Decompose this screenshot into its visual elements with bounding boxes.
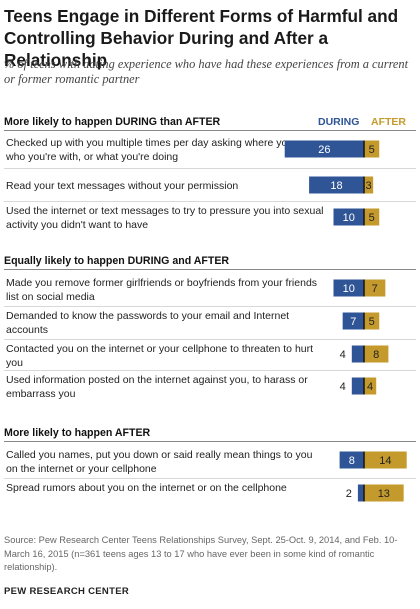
- source-note: Source: Pew Research Center Teens Relati…: [4, 535, 398, 572]
- section-divider: [4, 441, 416, 442]
- section-heading-equal: Equally likely to happen DURING and AFTE…: [4, 255, 230, 267]
- row-label-checked-up: Checked up with you multiple times per d…: [6, 137, 315, 163]
- value-label-after-pressure-sexual: 5: [369, 212, 375, 224]
- row-label-harass: Used information posted on the internet …: [6, 374, 308, 400]
- section-heading-after: More likely to happen AFTER: [4, 427, 151, 439]
- row-label-remove-friends: Made you remove former girlfriends or bo…: [6, 277, 318, 303]
- row-label-threaten: Contacted you on the internet or your ce…: [6, 343, 314, 369]
- bar-during-passwords: [342, 312, 364, 330]
- row-label-passwords: Demanded to know the passwords to your e…: [6, 310, 290, 336]
- value-label-during-remove-friends: 10: [343, 283, 355, 295]
- row-label-read-texts: Read your text messages without your per…: [6, 180, 239, 192]
- row-divider: [4, 478, 416, 479]
- value-label-during-spread-rumors: 2: [346, 488, 352, 500]
- section-divider: [4, 269, 416, 270]
- bar-during-harass: [351, 377, 364, 395]
- row-divider: [4, 370, 416, 371]
- row-divider: [4, 306, 416, 307]
- row-divider: [4, 168, 416, 169]
- bar-after-threaten: [364, 345, 389, 363]
- brand-footer: PEW RESEARCH CENTER: [4, 586, 129, 597]
- chart-subtitle: % of teens with dating experience who ha…: [4, 57, 409, 86]
- value-label-after-called-names: 14: [379, 455, 391, 467]
- column-header-after: AFTER: [371, 116, 406, 128]
- bar-during-checked-up: [284, 140, 364, 158]
- value-label-during-harass: 4: [340, 381, 346, 393]
- bar-during-spread-rumors: [357, 484, 364, 502]
- section-divider: [4, 130, 416, 131]
- row-label-pressure-sexual: Used the internet or text messages to tr…: [6, 205, 324, 231]
- bar-after-harass: [364, 377, 377, 395]
- value-label-during-threaten: 4: [340, 349, 346, 361]
- row-label-called-names: Called you names, put you down or said r…: [6, 449, 313, 475]
- value-label-during-checked-up: 26: [318, 144, 330, 156]
- chart-title: Teens Engage in Different Forms of Harmf…: [4, 6, 399, 70]
- value-label-after-checked-up: 5: [369, 144, 375, 156]
- value-label-during-passwords: 7: [350, 316, 356, 328]
- bar-after-read-texts: [364, 176, 374, 194]
- row-divider: [4, 201, 416, 202]
- bar-after-passwords: [364, 312, 380, 330]
- bar-during-remove-friends: [333, 279, 364, 297]
- bar-after-remove-friends: [364, 279, 386, 297]
- value-label-after-threaten: 8: [373, 349, 379, 361]
- bar-after-spread-rumors: [364, 484, 404, 502]
- value-label-after-harass: 4: [367, 381, 373, 393]
- value-label-after-remove-friends: 7: [372, 283, 378, 295]
- row-label-spread-rumors: Spread rumors about you on the internet …: [6, 482, 287, 494]
- bar-after-checked-up: [364, 140, 380, 158]
- column-header-during: DURING: [318, 116, 360, 128]
- bar-after-called-names: [364, 451, 407, 469]
- bar-during-called-names: [339, 451, 364, 469]
- section-heading-during: More likely to happen DURING than AFTER: [4, 116, 221, 128]
- value-label-during-pressure-sexual: 10: [343, 212, 355, 224]
- value-label-during-read-texts: 18: [330, 180, 342, 192]
- bar-during-threaten: [351, 345, 364, 363]
- value-label-after-passwords: 5: [369, 316, 375, 328]
- bar-during-read-texts: [309, 176, 364, 194]
- bar-after-pressure-sexual: [364, 208, 380, 226]
- value-label-after-read-texts: 3: [366, 180, 372, 192]
- value-label-during-called-names: 8: [349, 455, 355, 467]
- bar-during-pressure-sexual: [333, 208, 364, 226]
- row-divider: [4, 339, 416, 340]
- value-label-after-spread-rumors: 13: [378, 488, 390, 500]
